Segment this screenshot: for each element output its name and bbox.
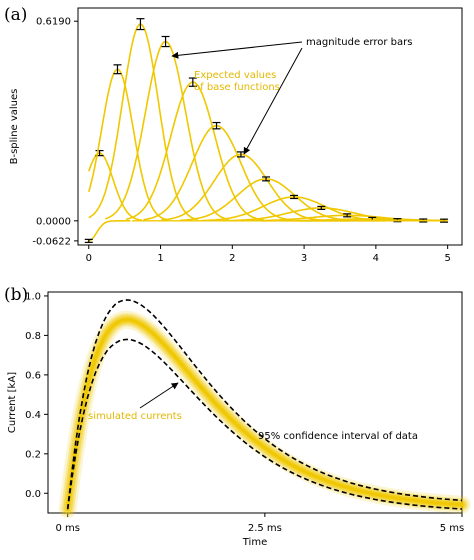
y-tick-label: 0.0 <box>25 489 41 500</box>
x-tick-label: 1 <box>157 253 163 264</box>
confidence-upper-curve <box>66 299 463 510</box>
annotation-expected-2: of base functions <box>194 82 280 93</box>
y-axis-label: Current [kA] <box>7 372 18 433</box>
annotation-confidence: 95% confidence interval of data <box>258 431 418 442</box>
x-tick-label: 5 ms <box>440 523 465 534</box>
annotation-expected-1: Expected values <box>194 70 276 81</box>
chart-b: (b) 0 ms 2.5 ms 5 ms 0.0 0.2 0.4 0.6 0.8 1.0 Time C… <box>4 285 471 548</box>
simulated-current-band <box>66 318 464 511</box>
basis-function-curve <box>88 68 168 221</box>
x-tick-label: 4 <box>373 253 379 264</box>
basis-function-curve <box>161 153 325 222</box>
confidence-lower-curve <box>66 338 463 510</box>
panel-label-b: (b) <box>4 285 28 305</box>
y-tick-label: 0.0000 <box>36 216 71 227</box>
basis-function-curve <box>201 196 393 222</box>
x-tick-label: 2.5 ms <box>248 523 282 534</box>
y-tick-label: 0.6190 <box>36 17 71 28</box>
annotation-simulated: simulated currents <box>88 411 182 422</box>
y-tick-label: 1.0 <box>25 291 41 302</box>
basis-function-curve <box>105 40 229 221</box>
x-tick-label: 0 ms <box>55 523 80 534</box>
basis-function-curve <box>125 81 265 221</box>
x-tick-label: 5 <box>444 253 450 264</box>
basis-function-curve <box>88 220 131 242</box>
x-tick-label: 3 <box>301 253 307 264</box>
panel-label-a: (a) <box>4 5 27 25</box>
x-tick-label: 0 <box>86 253 92 264</box>
x-axis-label: Time <box>242 537 267 548</box>
y-tick-label: -0.0622 <box>32 236 71 247</box>
annotation-arrow <box>139 382 179 409</box>
y-tick-label: 0.4 <box>25 410 41 421</box>
y-axis-label: B-spline values <box>9 89 20 165</box>
y-tick-label: 0.6 <box>25 370 41 381</box>
chart-a: (a) 0 1 2 3 4 5 -0.0622 0.0000 0.6190 B-spline val… <box>4 5 463 264</box>
y-tick-label: 0.2 <box>25 449 41 460</box>
y-tick-label: 0.8 <box>25 331 41 342</box>
annotation-arrow <box>171 41 303 59</box>
plot-frame-a <box>77 7 463 246</box>
annotation-arrow <box>243 47 303 155</box>
basis-function-curve <box>88 23 199 221</box>
x-tick-label: 2 <box>229 253 235 264</box>
plot-frame-b <box>47 291 463 514</box>
annotation-error-bars: magnitude error bars <box>306 37 412 48</box>
basis-function-curve <box>143 124 295 221</box>
